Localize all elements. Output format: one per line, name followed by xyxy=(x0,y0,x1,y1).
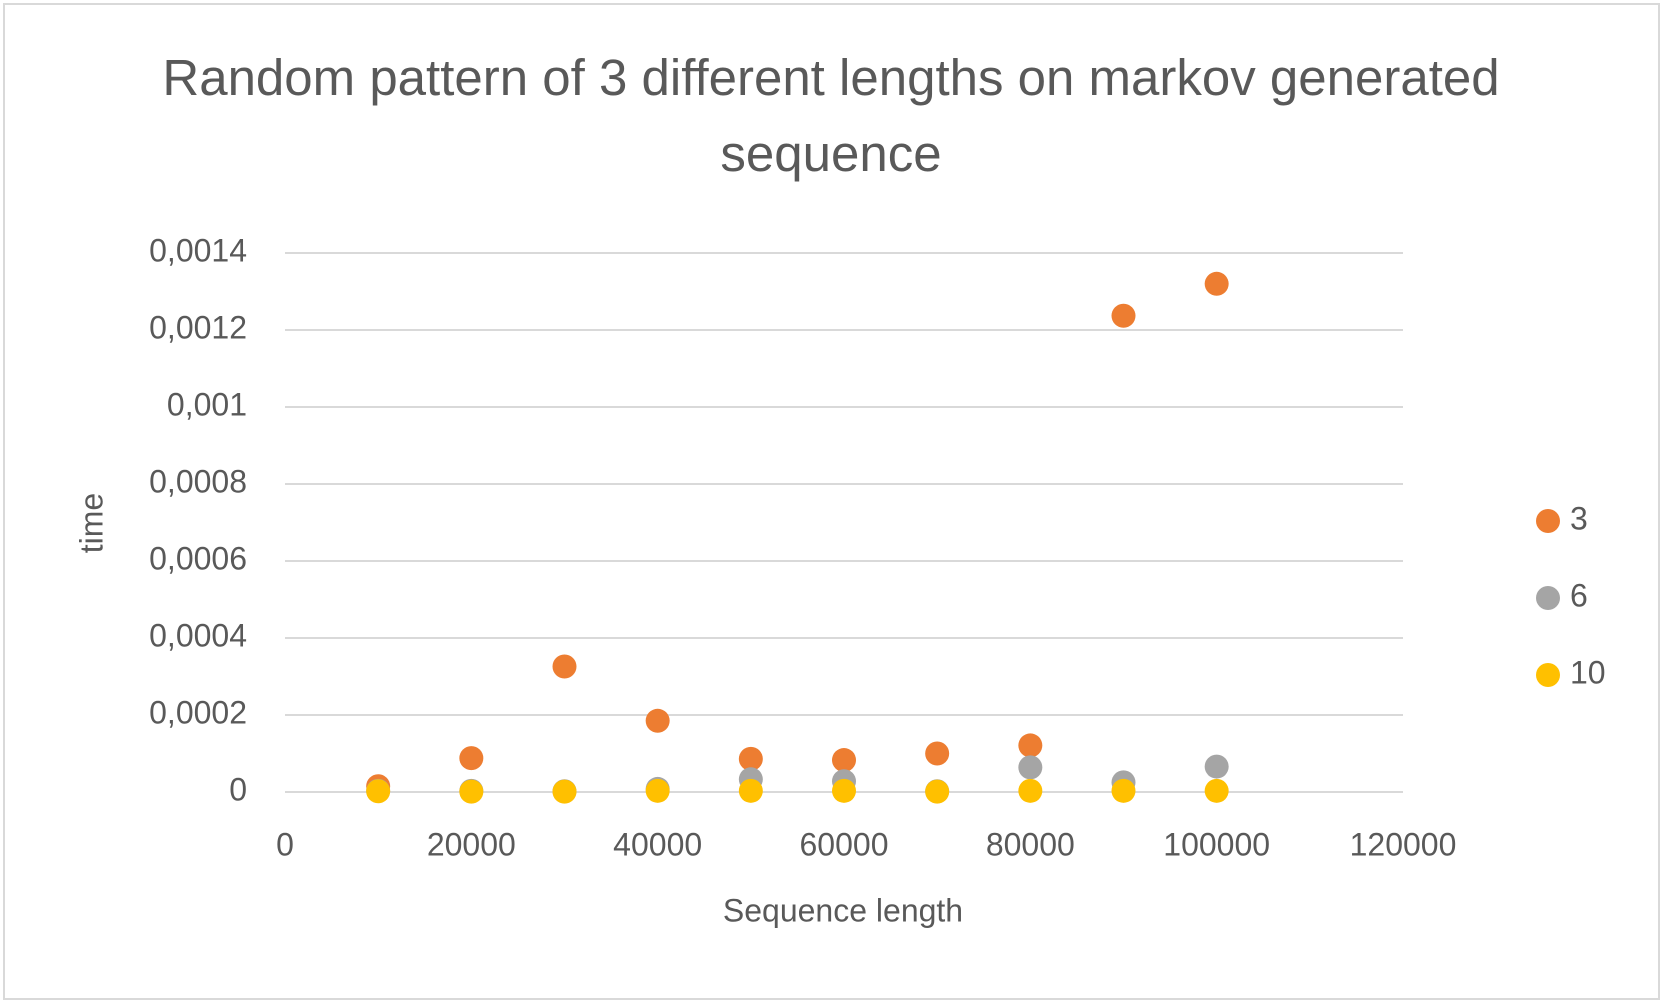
data-point xyxy=(1018,733,1043,758)
y-axis-label: time xyxy=(73,493,109,553)
legend-marker xyxy=(1536,663,1560,687)
y-tick-label: 0,001 xyxy=(167,386,247,422)
y-tick-label: 0 xyxy=(229,771,247,807)
x-tick-label: 80000 xyxy=(986,826,1075,862)
x-tick-label: 120000 xyxy=(1350,826,1457,862)
data-point xyxy=(1204,778,1229,803)
data-point xyxy=(925,741,950,766)
data-point xyxy=(1204,271,1229,296)
legend-marker xyxy=(1536,586,1560,610)
legend-label: 10 xyxy=(1570,654,1606,690)
data-point xyxy=(738,746,763,771)
legend-label: 6 xyxy=(1570,577,1588,613)
y-tick-label: 0,0008 xyxy=(149,463,247,499)
data-point xyxy=(738,778,763,803)
x-tick-label: 60000 xyxy=(800,826,889,862)
data-point xyxy=(925,779,950,804)
chart-border xyxy=(3,3,1660,1000)
x-tick-label: 40000 xyxy=(613,826,702,862)
x-axis-label: Sequence length xyxy=(723,892,963,928)
data-point xyxy=(1111,303,1136,328)
data-point xyxy=(366,779,391,804)
data-point xyxy=(1111,778,1136,803)
y-tick-label: 0,0004 xyxy=(149,617,247,653)
y-tick-label: 0,0014 xyxy=(149,232,247,268)
chart-title: Random pattern of 3 different lengths on… xyxy=(162,49,1500,182)
data-point xyxy=(645,708,670,733)
legend-label: 3 xyxy=(1570,500,1588,536)
y-tick-label: 0,0006 xyxy=(149,540,247,576)
data-point xyxy=(1204,754,1229,779)
data-point xyxy=(832,778,856,803)
data-point xyxy=(832,748,856,773)
data-point xyxy=(459,779,484,804)
legend-marker xyxy=(1536,509,1560,533)
data-point xyxy=(645,778,670,803)
data-point xyxy=(552,654,577,679)
data-point xyxy=(1018,755,1043,780)
x-tick-label: 100000 xyxy=(1163,826,1270,862)
data-point xyxy=(459,746,484,771)
data-point xyxy=(1018,778,1043,803)
y-tick-label: 0,0002 xyxy=(149,694,247,730)
x-tick-label: 20000 xyxy=(427,826,516,862)
data-point xyxy=(552,779,577,804)
x-tick-label: 0 xyxy=(276,826,294,862)
y-tick-label: 0,0012 xyxy=(149,309,247,345)
